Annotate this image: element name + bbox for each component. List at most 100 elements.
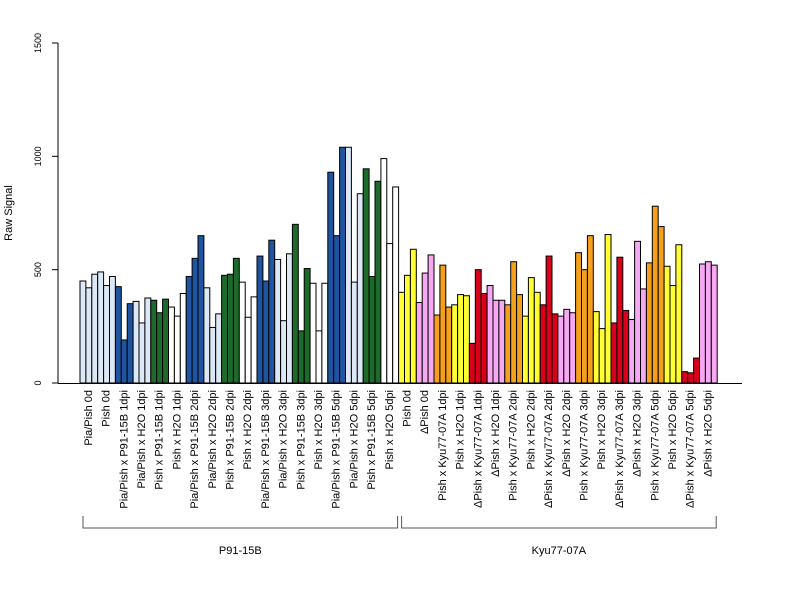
bar [250, 296, 258, 384]
bar [675, 244, 683, 384]
bar [244, 316, 252, 384]
bar [404, 274, 411, 384]
x-tick-labels: Pia/Pish 0d Pish 0d Pia/Pish x P91-15B 1dp… [83, 390, 714, 509]
bar [699, 263, 706, 384]
bar [333, 235, 341, 384]
x-tick-label: ΔPish x H2O 2dpi [561, 390, 573, 477]
bar [492, 299, 500, 384]
bar [185, 275, 193, 384]
bar [339, 146, 347, 384]
group-label: P91-15B [219, 545, 262, 557]
bar [457, 294, 465, 384]
bar [114, 286, 122, 384]
bar [350, 281, 358, 384]
x-tick-label: Pish x H2O 1dpi [455, 390, 467, 469]
bar [592, 311, 600, 384]
bar [256, 255, 264, 384]
x-tick-label: ΔPish x H2O 3dpi [632, 390, 644, 477]
bar [628, 319, 636, 384]
bar [545, 255, 553, 384]
bar [291, 223, 299, 384]
bar [103, 285, 110, 384]
bar [144, 297, 152, 384]
bar [551, 313, 559, 384]
bar [704, 261, 712, 384]
bar [533, 291, 541, 384]
bar [362, 168, 370, 384]
bar [421, 272, 429, 384]
bar [498, 299, 506, 384]
x-tick-label: Pish x H2O 2dpi [525, 390, 537, 469]
group-label: Kyu77-07A [532, 545, 587, 557]
bar [433, 314, 441, 384]
bar [386, 243, 394, 384]
bar [539, 304, 547, 384]
bar [227, 273, 234, 384]
bar [681, 371, 689, 384]
bar [693, 357, 700, 384]
x-tick-label: Pish x Kyu77-07A 1dpi [437, 390, 449, 501]
bar [439, 264, 447, 384]
x-tick-label: ΔPish x Kyu77-07A 2dpi [543, 390, 555, 508]
bar [173, 315, 181, 384]
bar [321, 282, 329, 384]
x-tick-label: Pia/Pish 0d [83, 390, 95, 446]
bar [486, 285, 494, 384]
bar [79, 280, 87, 384]
y-tick-label: 1500 [33, 33, 43, 53]
x-tick-label: Pia/Pish x H2O 1dpi [136, 390, 148, 488]
bar [120, 339, 128, 384]
bar [563, 308, 571, 384]
bar [138, 322, 146, 384]
bar [238, 281, 246, 384]
group-bracket [401, 516, 717, 529]
x-tick-label: Pish x P91-15B 3dpi [295, 390, 307, 490]
bar [345, 146, 352, 384]
bar [132, 300, 140, 384]
bar [451, 304, 459, 384]
x-tick-label: Pia/Pish x H2O 5dpi [348, 390, 360, 488]
bar [374, 180, 382, 384]
bar [687, 372, 695, 384]
bar [445, 306, 453, 384]
bar [280, 320, 288, 384]
bar [427, 254, 435, 384]
bar [415, 302, 423, 384]
bar [557, 315, 565, 384]
x-tick-label: Pish x Kyu77-07A 5dpi [649, 390, 661, 501]
y-axis: 0 500 1000 1500 Raw Signal [3, 33, 59, 386]
bar [156, 312, 164, 384]
x-tick-label: ΔPish 0d [419, 390, 431, 434]
x-tick-label: Pish x P91-15B 5dpi [366, 390, 378, 490]
x-tick-label: Pish x Kyu77-07A 3dpi [578, 390, 590, 501]
bar [315, 330, 323, 384]
x-tick-label: ΔPish x H2O 1dpi [490, 390, 502, 477]
bar [392, 186, 400, 384]
bar [286, 253, 293, 384]
x-tick-label: ΔPish x Kyu77-07A 5dpi [685, 390, 697, 508]
bar [510, 261, 518, 384]
bar [380, 158, 388, 384]
bar [616, 256, 624, 384]
bar [522, 315, 529, 384]
bar [215, 313, 223, 384]
x-tick-label: ΔPish x Kyu77-07A 3dpi [614, 390, 626, 508]
x-tick-label: Pish x H2O 5dpi [384, 390, 396, 469]
bar [463, 295, 470, 384]
bar [651, 205, 659, 384]
bar [640, 288, 647, 384]
bar [203, 287, 211, 384]
bar [262, 280, 270, 384]
x-tick-label: Pia/Pish x H2O 2dpi [207, 390, 219, 488]
bar [516, 294, 523, 384]
bar [232, 257, 240, 384]
bar [622, 309, 630, 384]
x-tick-label: Pia/Pish x P91-15B 2dpi [189, 390, 201, 509]
bar [604, 234, 612, 384]
bar [669, 285, 677, 384]
x-tick-label: Pish x P91-15B 1dpi [154, 390, 166, 490]
bar [527, 277, 535, 384]
x-tick-label: Pia/Pish x P91-15B 3dpi [260, 390, 272, 509]
bar [409, 248, 417, 384]
